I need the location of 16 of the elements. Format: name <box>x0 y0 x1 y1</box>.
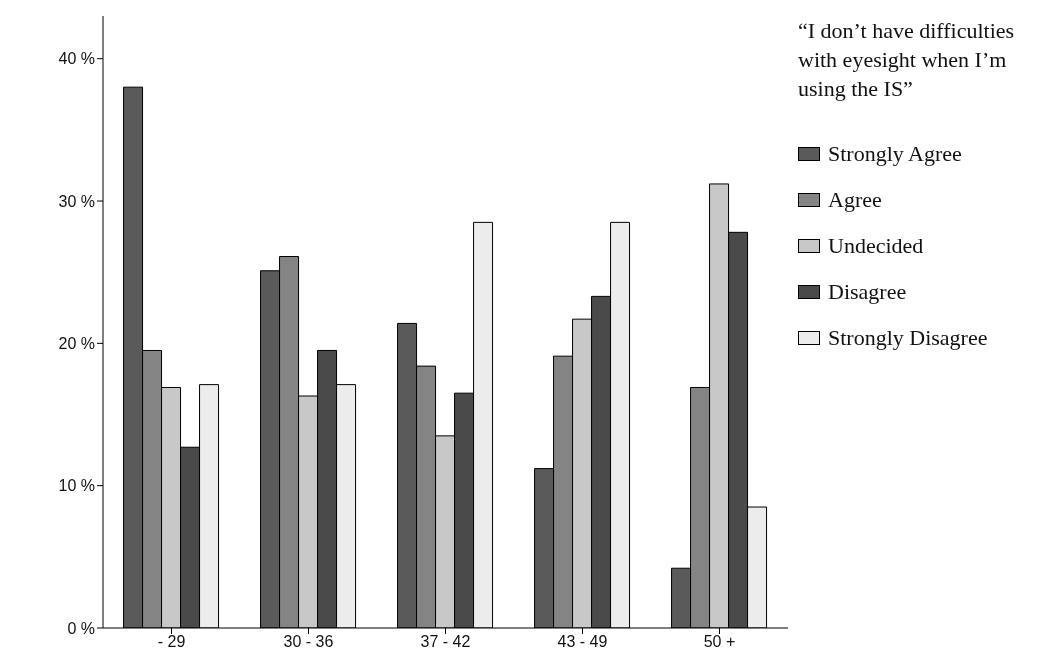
y-tick-label: 30 % <box>58 192 95 210</box>
legend-label: Strongly Agree <box>828 141 962 167</box>
legend-label: Disagree <box>828 279 907 305</box>
legend-label: Strongly Disagree <box>828 325 988 351</box>
x-tick-label: - 29 <box>157 633 186 651</box>
y-tick-label: 0 % <box>67 619 95 637</box>
x-tick-label: 50 + <box>703 633 736 651</box>
y-tick-label: 20 % <box>58 335 95 353</box>
x-tick-label: 37 - 42 <box>420 633 471 651</box>
legend-label: Undecided <box>828 233 924 259</box>
y-tick-label: 40 % <box>58 50 95 68</box>
legend-title: “I don’t have difficulties with eyesight when I’m using the IS” <box>798 17 1016 103</box>
x-tick-label: 43 - 49 <box>557 633 608 651</box>
legend-label: Agree <box>828 187 882 213</box>
y-tick-label: 10 % <box>58 477 95 495</box>
x-tick-label: 30 - 36 <box>283 633 334 651</box>
